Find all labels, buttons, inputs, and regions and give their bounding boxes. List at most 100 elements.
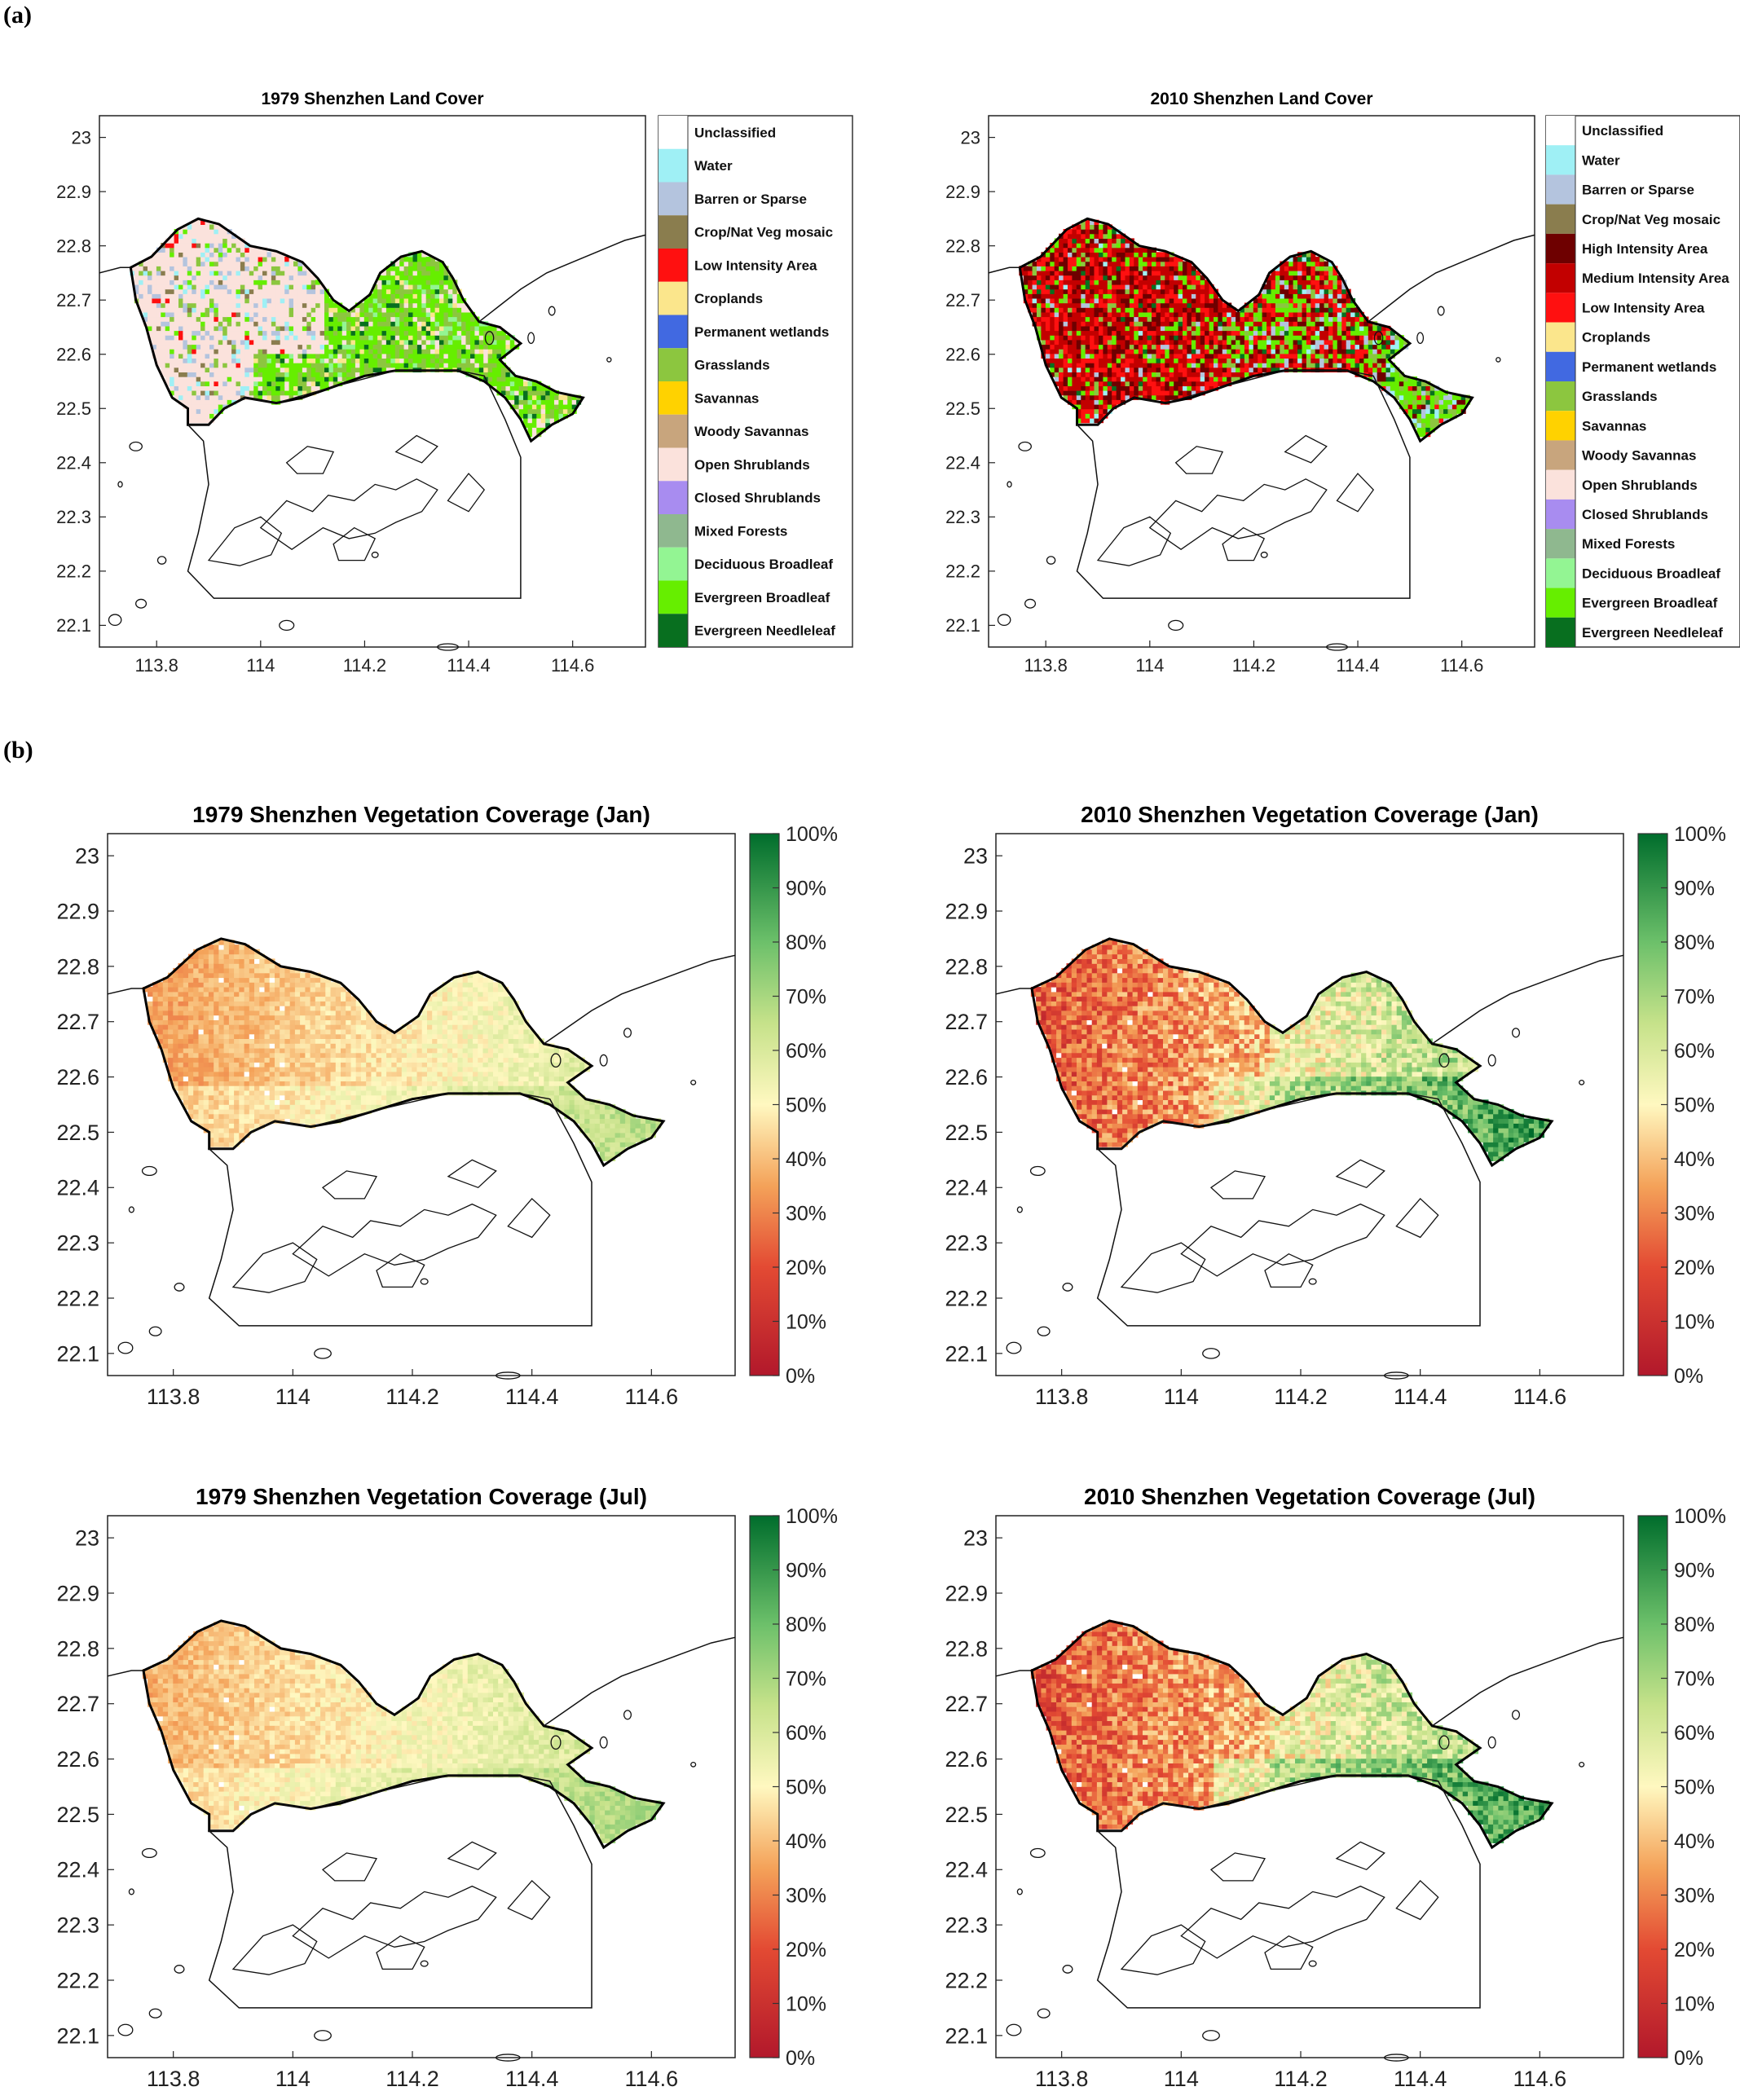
raster-cell	[1377, 358, 1382, 363]
raster-cell	[209, 252, 214, 258]
raster-cell	[1311, 302, 1316, 308]
raster-cell	[470, 316, 475, 322]
raster-cell	[372, 325, 378, 332]
raster-cell	[1112, 270, 1117, 276]
raster-cell	[1147, 358, 1152, 363]
raster-cell	[271, 335, 276, 341]
raster-cell	[1121, 335, 1126, 341]
raster-cell	[1129, 252, 1134, 258]
raster-cell	[1280, 307, 1285, 313]
raster-cell	[1099, 363, 1103, 368]
raster-cell	[461, 363, 467, 368]
raster-cell	[514, 399, 520, 405]
raster-cell	[173, 1081, 179, 1086]
raster-cell	[1205, 316, 1210, 322]
raster-cell	[1072, 297, 1077, 304]
raster-cell	[1284, 321, 1289, 327]
raster-cell	[430, 302, 436, 308]
raster-cell	[1081, 321, 1086, 327]
raster-cell	[1063, 280, 1068, 285]
raster-cell	[214, 238, 219, 244]
raster-cell	[178, 1047, 184, 1054]
raster-cell	[1438, 390, 1444, 396]
raster-cell	[1121, 381, 1126, 386]
raster-cell	[1209, 297, 1214, 304]
raster-cell	[1183, 390, 1187, 396]
raster-cell	[1059, 385, 1064, 391]
raster-cell	[311, 325, 316, 332]
raster-cell	[1284, 349, 1289, 354]
raster-cell	[183, 270, 188, 276]
raster-cell	[1099, 403, 1103, 410]
raster-cell	[236, 302, 241, 308]
raster-cell	[1236, 349, 1241, 354]
raster-cell	[567, 403, 573, 410]
raster-cell	[1205, 385, 1210, 391]
raster-cell	[328, 311, 334, 318]
raster-cell	[227, 284, 232, 290]
raster-cell	[1231, 372, 1236, 377]
raster-cell	[249, 349, 254, 354]
raster-cell	[1121, 372, 1126, 377]
raster-cell	[1280, 297, 1285, 304]
raster-cell	[183, 284, 188, 290]
raster-cell	[262, 257, 267, 262]
y-tick-label: 22.2	[56, 561, 91, 582]
raster-cell	[505, 339, 511, 346]
raster-cell	[1059, 376, 1064, 382]
raster-cell	[152, 275, 157, 280]
raster-cell	[209, 316, 214, 322]
raster-cell	[1125, 339, 1130, 346]
raster-cell	[275, 339, 281, 346]
raster-cell	[1266, 280, 1272, 285]
raster-cell	[1143, 385, 1148, 391]
raster-cell	[214, 339, 219, 346]
raster-cell	[1112, 238, 1117, 244]
raster-cell	[1214, 321, 1218, 327]
raster-cell	[157, 1015, 164, 1020]
raster-cell	[1169, 381, 1174, 386]
raster-cell	[1350, 339, 1356, 346]
raster-cell	[1116, 238, 1121, 244]
raster-cell	[156, 344, 161, 350]
raster-cell	[1085, 238, 1090, 244]
raster-cell	[1328, 358, 1333, 363]
raster-cell	[1205, 339, 1210, 346]
raster-cell	[359, 321, 365, 327]
raster-cell	[236, 252, 241, 258]
raster-cell	[1121, 316, 1126, 322]
raster-cell	[1059, 390, 1064, 396]
raster-cell	[1209, 353, 1214, 359]
raster-cell	[183, 293, 188, 299]
raster-cell	[196, 363, 201, 368]
raster-cell	[412, 257, 418, 262]
raster-cell	[262, 344, 267, 350]
raster-cell	[558, 399, 564, 405]
raster-cell	[297, 372, 303, 377]
raster-cell	[1218, 325, 1223, 332]
raster-cell	[1032, 297, 1037, 304]
raster-cell	[1311, 349, 1316, 354]
raster-cell	[1072, 307, 1077, 313]
raster-cell	[1319, 280, 1325, 285]
raster-cell	[297, 275, 303, 280]
raster-cell	[368, 293, 374, 299]
coastline-west	[988, 266, 1020, 274]
raster-cell	[293, 363, 298, 368]
raster-cell	[1125, 257, 1130, 262]
raster-cell	[262, 367, 267, 372]
raster-cell	[1072, 224, 1077, 230]
raster-cell	[148, 257, 152, 262]
raster-cell	[293, 311, 298, 318]
raster-cell	[1297, 284, 1302, 290]
raster-cell	[1315, 280, 1320, 285]
raster-cell	[1297, 358, 1302, 363]
raster-cell	[350, 358, 356, 363]
raster-cell	[1236, 325, 1241, 332]
raster-cell	[540, 399, 546, 405]
raster-cell	[390, 344, 396, 350]
raster-cell	[1222, 381, 1227, 386]
raster-cell	[430, 297, 436, 304]
raster-cell	[236, 270, 241, 276]
raster-cell	[1103, 325, 1108, 332]
